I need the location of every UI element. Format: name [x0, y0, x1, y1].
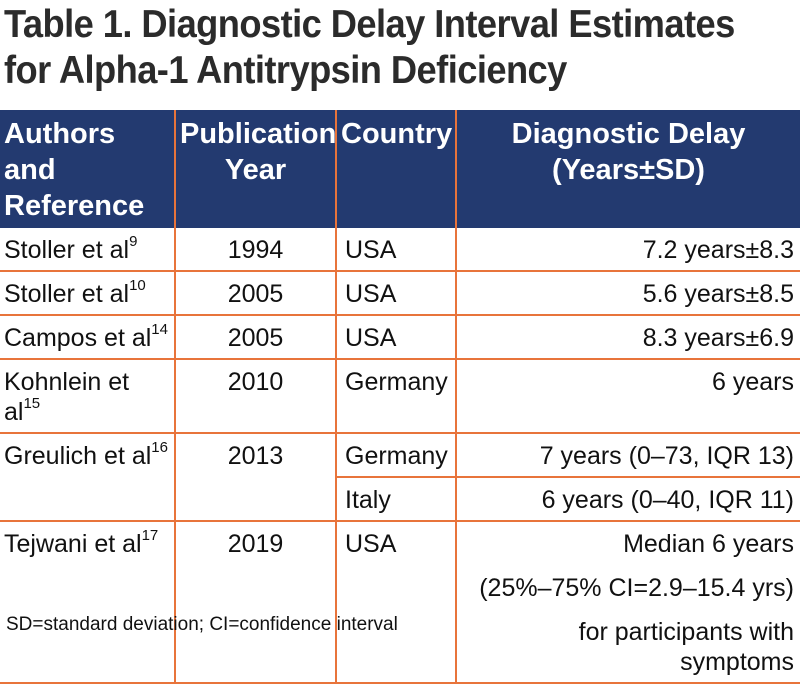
header-authors-line1: Authors and: [4, 118, 116, 186]
author-cell: Campos et al14: [0, 315, 176, 360]
year-cell: 1994: [175, 228, 337, 272]
author-name: Greulich et al: [4, 442, 152, 470]
author-name: Stoller et al: [4, 280, 130, 308]
author-cell: Stoller et al9: [0, 228, 176, 272]
author-name: Tejwani et al: [4, 530, 142, 558]
table-row: Stoller et al10 2005 USA 5.6 years±8.5: [0, 271, 800, 316]
table-title: Table 1. Diagnostic Delay Interval Estim…: [4, 2, 741, 94]
table-row: Stoller et al9 1994 USA 7.2 years±8.3: [0, 228, 800, 272]
delay-cell: 7 years (0–73, IQR 13): [456, 433, 800, 478]
delay-cell: 5.6 years±8.5: [456, 271, 800, 316]
delay-cell: 7.2 years±8.3: [456, 228, 800, 272]
author-cell: Tejwani et al17: [0, 521, 176, 684]
header-year: Publication Year: [175, 110, 337, 228]
country-cell: Germany: [336, 433, 457, 478]
delay-line: Median 6 years: [623, 530, 794, 558]
year-cell: 2005: [175, 315, 337, 360]
table-row: Tejwani et al17 2019 USA Median 6 years …: [0, 521, 800, 684]
country-cell: USA: [336, 228, 457, 272]
author-name: Stoller et al: [4, 236, 130, 264]
reference-number: 17: [141, 527, 159, 544]
table-row: Campos et al14 2005 USA 8.3 years±6.9: [0, 315, 800, 360]
header-authors-line2: Reference: [4, 190, 145, 222]
table-row: Greulich et al16 2013 Germany 7 years (0…: [0, 433, 800, 522]
footnote: SD=standard deviation; CI=confidence int…: [6, 614, 398, 635]
reference-number: 14: [151, 321, 168, 338]
table-subrow: Italy 6 years (0–40, IQR 11): [0, 477, 800, 522]
country-cell: Germany: [336, 359, 457, 434]
delay-cell: 6 years (0–40, IQR 11): [456, 477, 800, 522]
delay-cell: 6 years: [456, 359, 800, 434]
author-cell: Kohnlein et al15: [0, 359, 176, 434]
year-cell: 2010: [175, 359, 337, 434]
delay-cell: 8.3 years±6.9: [456, 315, 800, 360]
country-cell: USA: [336, 271, 457, 316]
delay-cell: Median 6 years (25%–75% CI=2.9–15.4 yrs)…: [456, 521, 800, 684]
year-cell: 2013: [175, 433, 337, 522]
header-country-text: Country: [341, 118, 453, 150]
delay-line: (25%–75% CI=2.9–15.4 yrs): [479, 574, 794, 602]
author-name: Campos et al: [4, 324, 152, 352]
header-year-line2: Year: [224, 154, 287, 186]
title-line-1: Table 1. Diagnostic Delay Interval Estim…: [4, 3, 735, 46]
reference-number: 16: [151, 439, 168, 456]
header-delay: Diagnostic Delay (Years±SD): [456, 110, 800, 228]
header-year-line1: Publication: [180, 118, 337, 150]
delay-line: for participants with symptoms: [578, 618, 794, 676]
year-cell: 2019: [175, 521, 337, 684]
author-name: Kohnlein et al: [4, 368, 130, 426]
header-delay-line2: (Years±SD): [552, 154, 705, 186]
country-cell: USA: [336, 521, 457, 684]
country-cell: Italy: [336, 477, 457, 522]
reference-number: 9: [129, 233, 138, 250]
title-line-2: for Alpha-1 Antitrypsin Deficiency: [4, 49, 567, 92]
header-country: Country: [336, 110, 457, 228]
delay-table-container: Authors and Reference Publication Year C…: [0, 110, 800, 684]
header-delay-line1: Diagnostic Delay: [511, 118, 746, 150]
table-row: Kohnlein et al15 2010 Germany 6 years: [0, 359, 800, 434]
delay-table: Authors and Reference Publication Year C…: [0, 110, 800, 684]
year-cell: 2005: [175, 271, 337, 316]
author-cell: Greulich et al16: [0, 433, 176, 522]
author-cell: Stoller et al10: [0, 271, 176, 316]
reference-number: 10: [129, 277, 146, 294]
reference-number: 15: [23, 395, 41, 412]
header-row: Authors and Reference Publication Year C…: [0, 110, 800, 228]
country-cell: USA: [336, 315, 457, 360]
header-authors: Authors and Reference: [0, 110, 176, 228]
